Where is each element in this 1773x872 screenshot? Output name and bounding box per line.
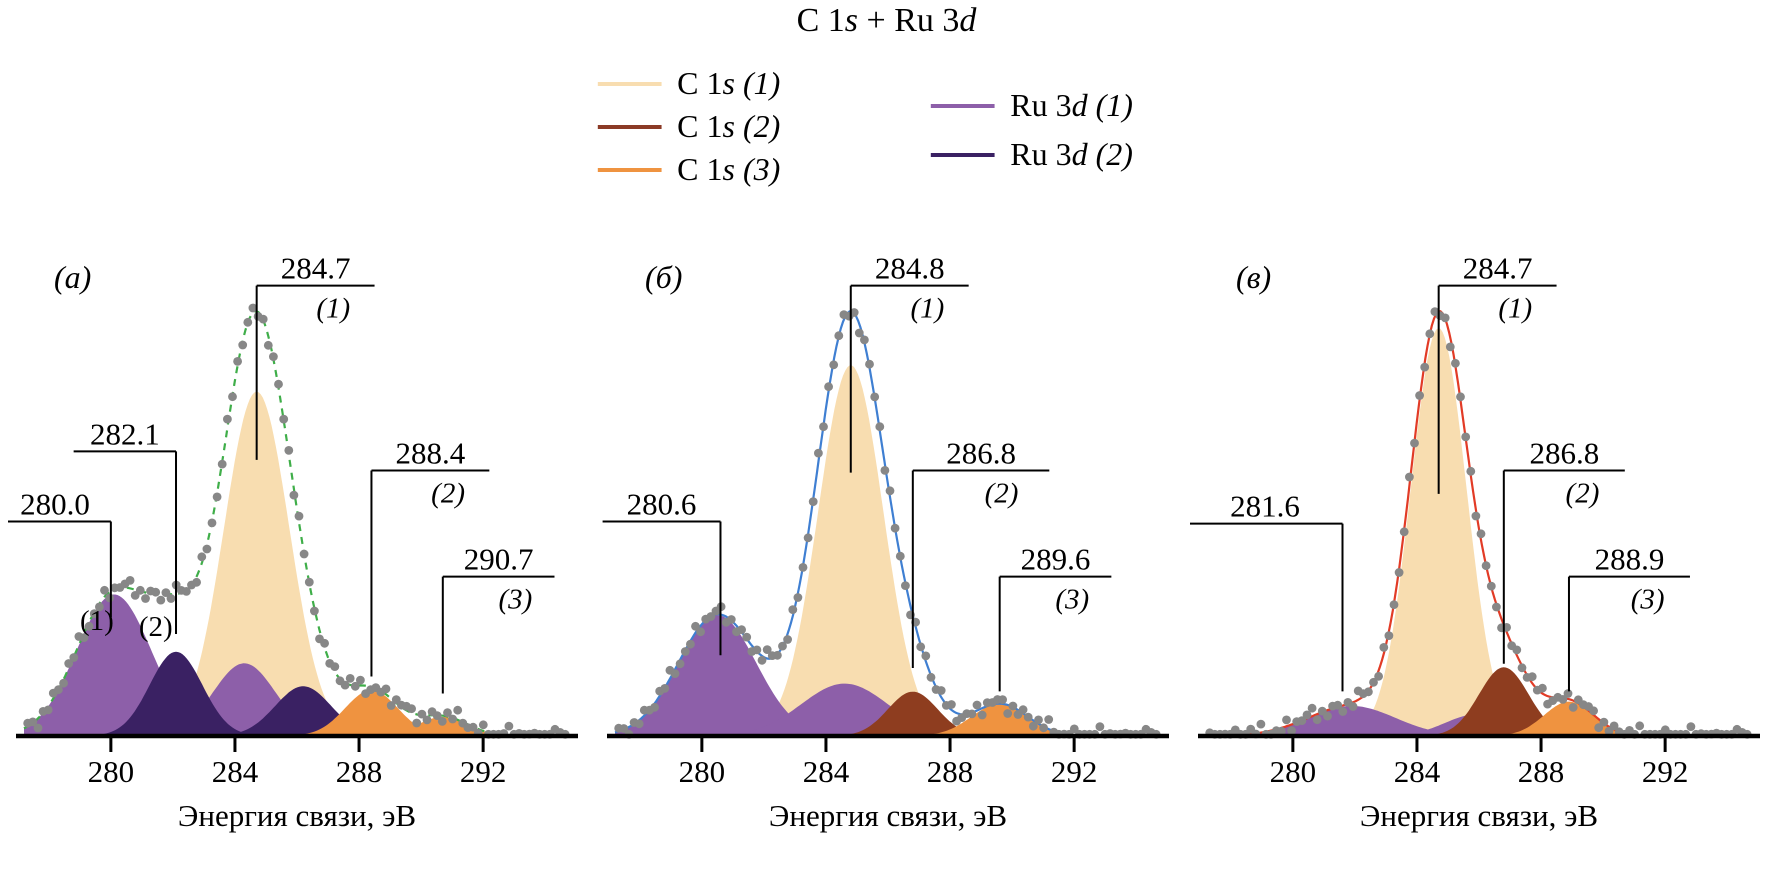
svg-text:(2): (2)	[431, 477, 465, 509]
svg-text:282.1: 282.1	[90, 416, 160, 451]
title-part: C 1	[796, 2, 845, 39]
svg-text:280: 280	[88, 754, 135, 789]
legend-column-ru3d: Ru 3d (1) Ru 3d (2)	[930, 66, 1133, 188]
svg-text:(в): (в)	[1236, 259, 1271, 295]
legend-label: Ru 3d (2)	[1010, 136, 1133, 173]
svg-text:284.8: 284.8	[875, 251, 945, 286]
svg-text:284.7: 284.7	[281, 251, 351, 286]
svg-text:280.0: 280.0	[20, 486, 90, 521]
legend-swatch-ru3d-1	[930, 103, 995, 108]
legend-label: Ru 3d (1)	[1010, 87, 1133, 123]
svg-text:292: 292	[1051, 754, 1098, 789]
figure-title: C 1s + Ru 3d	[0, 2, 1773, 40]
panels-row: 280 284 288 292 Энергия связи, эВ (а) (1) (2) 28…	[0, 226, 1773, 856]
svg-text:292: 292	[460, 754, 507, 789]
legend-swatch-c1s-3	[597, 167, 662, 172]
svg-text:(б): (б)	[645, 259, 682, 295]
svg-text:(1): (1)	[316, 293, 350, 325]
svg-text:(3): (3)	[1631, 584, 1665, 616]
svg-text:(1): (1)	[1498, 293, 1532, 325]
svg-text:280.6: 280.6	[627, 486, 697, 521]
legend-label: C 1s (1)	[677, 65, 781, 101]
svg-text:288: 288	[1518, 754, 1565, 789]
legend-label: C 1s (2)	[677, 108, 781, 145]
svg-text:286.8: 286.8	[1529, 435, 1599, 470]
svg-text:280: 280	[679, 754, 726, 789]
svg-text:284: 284	[803, 754, 850, 789]
svg-text:Энергия связи, эВ: Энергия связи, эВ	[1360, 798, 1598, 833]
spectrum-panel-b: 280 284 288 292 Энергия связи, эВ (б) 284.8 (1)…	[602, 251, 1169, 833]
title-part-italic: s	[844, 2, 859, 39]
svg-text:(2): (2)	[985, 477, 1019, 509]
legend-item-c1s-2: C 1s (2)	[597, 109, 780, 144]
svg-text:292: 292	[1642, 754, 1689, 789]
svg-text:288.9: 288.9	[1595, 542, 1665, 577]
svg-text:289.6: 289.6	[1021, 542, 1091, 577]
svg-text:284: 284	[212, 754, 259, 789]
svg-text:284: 284	[1394, 754, 1441, 789]
svg-text:(1): (1)	[910, 293, 944, 325]
svg-text:286.8: 286.8	[946, 435, 1016, 470]
spectrum-panel-v: 280 284 288 292 Энергия связи, эВ (в) 284.7 (1)…	[1190, 251, 1760, 833]
legend-column-c1s: C 1s (1) C 1s (2) C 1s (3)	[597, 65, 781, 188]
svg-text:(1): (1)	[80, 605, 114, 637]
legend-swatch-c1s-2	[597, 124, 662, 129]
legend-item-c1s-3: C 1s (3)	[597, 152, 780, 187]
legend-label: C 1s (3)	[677, 151, 781, 188]
legend-swatch-c1s-1	[597, 81, 662, 86]
svg-text:(2): (2)	[1566, 477, 1600, 509]
legend-item-c1s-1: C 1s (1)	[597, 65, 781, 101]
svg-text:281.6: 281.6	[1230, 489, 1300, 524]
svg-text:290.7: 290.7	[464, 542, 534, 577]
svg-text:(2): (2)	[139, 611, 173, 643]
svg-text:(а): (а)	[54, 259, 91, 295]
svg-text:288.4: 288.4	[396, 435, 466, 470]
svg-text:(3): (3)	[498, 584, 532, 616]
legend: C 1s (1) C 1s (2) C 1s (3) Ru 3d (1) Ru …	[597, 65, 1133, 188]
svg-text:288: 288	[336, 754, 383, 789]
svg-text:Энергия связи, эВ: Энергия связи, эВ	[769, 798, 1007, 833]
legend-item-ru3d-1: Ru 3d (1)	[930, 87, 1133, 123]
title-part-italic: d	[959, 2, 977, 39]
svg-text:(3): (3)	[1055, 584, 1089, 616]
svg-text:288: 288	[927, 754, 974, 789]
title-part: + Ru 3	[858, 2, 960, 39]
spectrum-panel-a: 280 284 288 292 Энергия связи, эВ (а) (1) (2) 28…	[8, 251, 578, 833]
svg-text:Энергия связи, эВ: Энергия связи, эВ	[178, 798, 416, 833]
svg-text:280: 280	[1270, 754, 1317, 789]
legend-swatch-ru3d-2	[930, 152, 995, 157]
legend-item-ru3d-2: Ru 3d (2)	[930, 137, 1133, 172]
svg-text:284.7: 284.7	[1463, 251, 1533, 286]
